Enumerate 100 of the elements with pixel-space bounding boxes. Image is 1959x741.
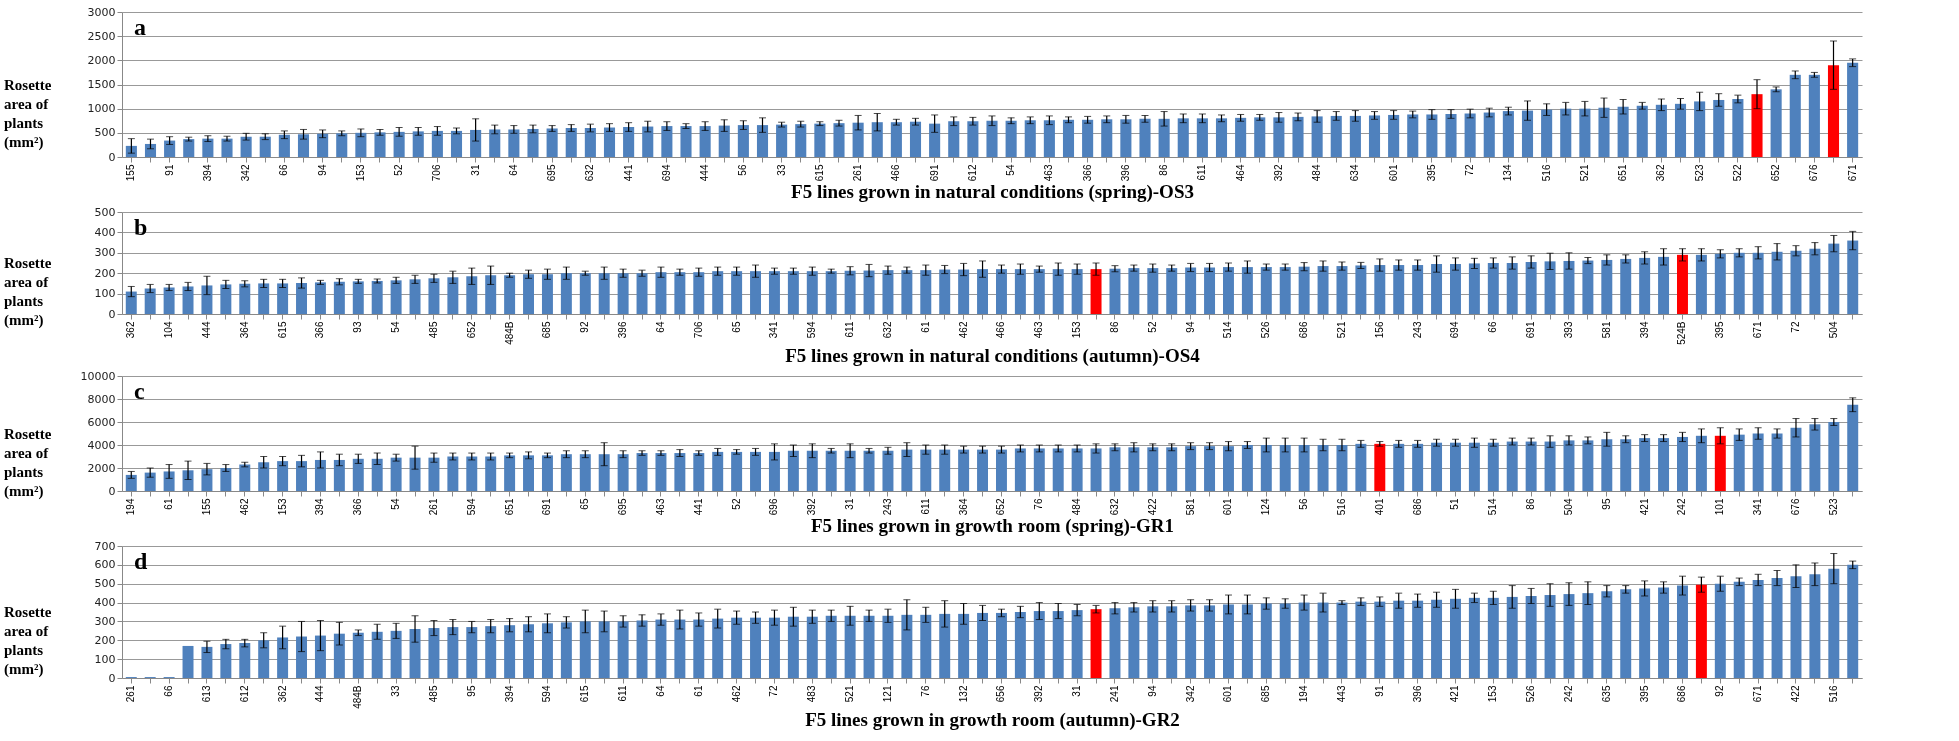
bar	[1279, 603, 1291, 678]
y-tick-label: 0	[108, 307, 116, 321]
x-tick-label: 612	[966, 164, 978, 182]
y-tick-label: 100	[94, 287, 116, 301]
x-tick-label: 31	[844, 498, 856, 510]
bar	[1336, 445, 1348, 491]
bar	[1204, 605, 1216, 678]
x-tick-label: 466	[995, 321, 1007, 339]
x-tick-label: 393	[1562, 321, 1574, 339]
x-tick-label: 612	[238, 685, 250, 703]
x-axis-title: F5 lines grown in natural conditions (autumn)-OS4	[785, 344, 1201, 367]
x-tick-label: 395	[1425, 164, 1437, 182]
x-tick-label: 524B	[1676, 321, 1688, 345]
x-tick-label: 54	[390, 321, 402, 333]
x-tick-label: 485	[427, 685, 439, 703]
x-tick-label: 72	[1789, 321, 1801, 333]
y-tick-label: 2000	[87, 461, 116, 475]
bar	[1241, 604, 1253, 678]
y-tick-label: 0	[108, 484, 116, 498]
bar	[1317, 602, 1329, 678]
bar	[1598, 107, 1610, 157]
x-tick-label: 153	[354, 164, 366, 182]
bar	[1147, 268, 1159, 314]
bar	[1695, 254, 1707, 314]
y-axis-title: Rosette area of plants (mm²)	[4, 255, 52, 329]
bar	[277, 637, 289, 678]
x-tick-label: 64	[507, 164, 519, 176]
bar	[1544, 261, 1556, 314]
bar	[296, 636, 308, 678]
x-tick-label: 101	[1714, 498, 1726, 516]
bar	[1521, 110, 1534, 157]
x-tick-label: 396	[1411, 685, 1423, 703]
bar	[1790, 427, 1802, 491]
bar	[1809, 248, 1821, 314]
x-tick-label: 523	[1693, 164, 1705, 182]
bar	[674, 619, 686, 678]
x-tick-label: 676	[1789, 498, 1801, 516]
bar	[1639, 588, 1651, 678]
y-tick-label: 500	[94, 126, 116, 140]
bar	[296, 461, 308, 491]
bar	[617, 273, 629, 314]
bar	[852, 122, 864, 157]
y-tick-label: 10000	[80, 369, 116, 383]
x-tick-label: 92	[1714, 685, 1726, 697]
bar	[1847, 240, 1859, 314]
x-tick-label: 33	[390, 685, 402, 697]
y-tick-label: 1500	[87, 78, 116, 91]
bar	[1714, 435, 1726, 491]
bar	[504, 625, 516, 678]
bar	[939, 613, 951, 678]
bar	[806, 450, 818, 491]
x-tick-label: 463	[1043, 164, 1055, 182]
bar	[617, 621, 629, 678]
bar	[1071, 610, 1083, 678]
x-tick-label: 95	[465, 685, 477, 697]
x-tick-label: 342	[1184, 685, 1196, 703]
bar	[929, 123, 941, 157]
bar	[1790, 250, 1802, 314]
bar	[297, 134, 310, 157]
y-tick-label: 2500	[87, 29, 116, 43]
x-tick-label: 696	[768, 498, 780, 516]
x-tick-label: 611	[1196, 164, 1208, 181]
x-tick-label: 65	[730, 321, 742, 333]
bar	[466, 276, 478, 314]
x-tick-label: 601	[1387, 164, 1399, 182]
x-tick-label: 155	[125, 164, 137, 182]
x-tick-label: 396	[617, 321, 629, 339]
x-tick-label: 484	[1311, 164, 1323, 182]
bar	[1449, 598, 1461, 678]
bar	[428, 457, 440, 491]
bar	[1468, 442, 1480, 491]
x-tick-label: 671	[1752, 685, 1764, 703]
bar	[1090, 269, 1102, 314]
x-tick-label: 31	[469, 164, 481, 176]
bar	[750, 271, 762, 314]
x-tick-label: 462	[238, 498, 250, 516]
bar	[409, 457, 421, 491]
bar	[731, 617, 743, 678]
bar	[844, 450, 856, 491]
bar	[1464, 113, 1476, 157]
y-tick-label: 0	[108, 671, 116, 685]
x-tick-label: 521	[844, 685, 856, 703]
bar	[1771, 251, 1783, 314]
x-tick-label: 66	[278, 164, 290, 176]
bar	[1336, 602, 1348, 678]
bar	[1166, 606, 1178, 678]
bar	[1601, 439, 1613, 491]
x-tick-label: 691	[541, 498, 553, 516]
bar	[1336, 266, 1348, 314]
bar	[485, 626, 497, 678]
y-tick-label: 400	[94, 596, 116, 610]
bar	[296, 282, 308, 314]
x-tick-label: 261	[125, 685, 137, 703]
x-tick-label: 521	[1578, 164, 1590, 182]
bar	[661, 126, 673, 157]
x-tick-label: 91	[163, 164, 175, 176]
x-tick-label: 444	[200, 321, 212, 339]
x-tick-label: 522	[1731, 164, 1743, 182]
bar	[731, 271, 743, 314]
bar	[1506, 263, 1518, 314]
